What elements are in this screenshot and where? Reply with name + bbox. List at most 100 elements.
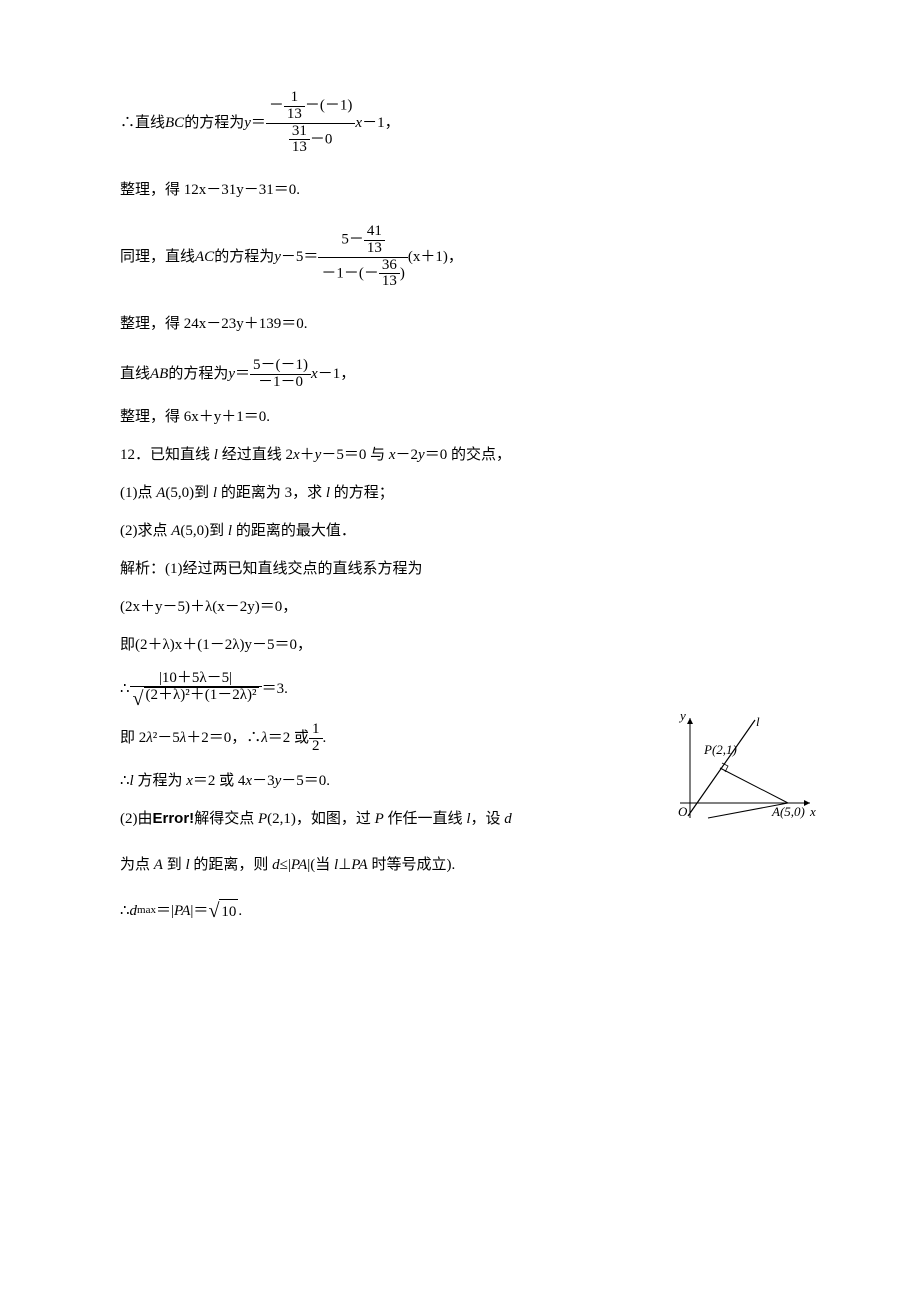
document-page: ∴直线 BC 的方程为 y＝ －113－(－1) 3113－0 x －1， 整理… (0, 0, 920, 1302)
text: ＋2＝0，∴ (186, 726, 261, 750)
point-a-label: A(5,0) (771, 804, 805, 819)
text: 即 2 (120, 726, 146, 750)
text: 整理，得 12x－31y－31＝0. (120, 182, 300, 198)
text: 5－ (341, 232, 364, 248)
text: 的方程； (330, 485, 394, 501)
var-pa: PA (291, 857, 307, 873)
var-pa: PA (174, 899, 190, 923)
text: ) (400, 265, 405, 281)
text: . (238, 899, 242, 923)
line-bc-simplified: 整理，得 12x－31y－31＝0. (120, 178, 820, 202)
text: (5,0)到 (165, 485, 213, 501)
var-d: d (272, 857, 280, 873)
text: ∴ (120, 899, 130, 923)
text: ∴ (120, 677, 130, 701)
var-y: y (244, 111, 251, 135)
text: 的距离，则 (190, 857, 273, 873)
var-x: x (311, 362, 318, 386)
text: 直线 (120, 362, 150, 386)
q12-intro: 12．已知直线 l 经过直线 2x＋y－5＝0 与 x－2y＝0 的交点， (120, 443, 820, 467)
var-x: x (355, 111, 362, 135)
subscript-max: max (137, 902, 156, 920)
text: ≤| (280, 857, 291, 873)
den: －1－0 (250, 374, 311, 391)
num: 36 (379, 258, 400, 274)
var-pa: PA (351, 857, 367, 873)
text: 的距离为 3，求 (217, 485, 326, 501)
num: 1 (309, 722, 323, 738)
text: －5＝0. (281, 773, 330, 789)
line-l-label: l (756, 714, 760, 729)
text: 同理，直线 (120, 245, 195, 269)
text: ∴直线 (120, 111, 165, 135)
var-ab: AB (150, 362, 168, 386)
num: 41 (364, 224, 385, 240)
num: |10＋5λ－5| (130, 671, 262, 687)
text: |＝ (190, 899, 208, 923)
num: 31 (289, 124, 310, 140)
error-text: Error! (153, 810, 195, 827)
var-d: d (504, 811, 512, 827)
text: 12．已知直线 (120, 447, 214, 463)
text: ＝2 或 4 (193, 773, 246, 789)
solution-quadratic: 即 2λ²－5λ＋2＝0，∴λ＝2 或 12 . (120, 722, 650, 755)
text: 的方程为 (184, 111, 244, 135)
text: 解得交点 (194, 811, 258, 827)
q12-part2: (2)求点 A(5,0)到 l 的距离的最大值． (120, 519, 820, 543)
radicand: 10 (219, 899, 238, 924)
var-bc: BC (165, 111, 184, 135)
text: 的方程为 (168, 362, 228, 386)
fraction: |10＋5λ－5| √(2＋λ)²＋(1－2λ)² (130, 671, 262, 709)
var-d: d (130, 899, 138, 923)
text: ＋ (300, 447, 315, 463)
fraction: 12 (309, 722, 323, 755)
var-p: P (258, 811, 267, 827)
text: 整理，得 6x＋y＋1＝0. (120, 409, 270, 425)
part2-line-b: 为点 A 到 l 的距离，则 d≤|PA|(当 l⊥PA 时等号成立). (120, 853, 820, 877)
den: 13 (379, 273, 400, 290)
text: (2)由 (120, 811, 153, 827)
solution-eq1: (2x＋y－5)＋λ(x－2y)＝0， (120, 595, 820, 619)
var-y: y (274, 245, 281, 269)
var-x: x (293, 447, 300, 463)
text: ＝2 或 (268, 726, 309, 750)
text: －5＝0 与 (321, 447, 389, 463)
line-ab-simplified: 整理，得 6x＋y＋1＝0. (120, 405, 820, 429)
line-ac-equation: 同理，直线 AC 的方程为 y－5＝ 5－4113 －1－(－3613) (x＋… (120, 224, 820, 290)
axis-x-label: x (809, 804, 816, 819)
text: 时等号成立). (368, 857, 456, 873)
text: 为点 (120, 857, 154, 873)
big-fraction: －113－(－1) 3113－0 (266, 90, 356, 156)
text: (2x＋y－5)＋λ(x－2y)＝0， (120, 599, 297, 615)
line-ab-equation: 直线 AB 的方程为 y＝ 5－(－1) －1－0 x －1， (120, 358, 820, 391)
num: 5－(－1) (250, 358, 311, 374)
var-y: y (418, 447, 425, 463)
text: ，设 (470, 811, 504, 827)
text: ＝| (156, 899, 174, 923)
text: －2 (396, 447, 419, 463)
text: (1)点 (120, 485, 156, 501)
line-bc-equation: ∴直线 BC 的方程为 y＝ －113－(－1) 3113－0 x －1， (120, 90, 820, 156)
text: 即(2＋λ)x＋(1－2λ)y－5＝0， (120, 637, 312, 653)
text: ＝3. (262, 677, 288, 701)
var-ac: AC (195, 245, 214, 269)
var-x: x (389, 447, 396, 463)
var-y: y (228, 362, 235, 386)
solution-label: 解析：(1)经过两已知直线交点的直线系方程为 (120, 557, 820, 581)
text: －1， (362, 111, 400, 135)
sqrt: √10 (208, 899, 238, 924)
text: 的距离的最大值． (232, 523, 356, 539)
text: 的方程为 (214, 245, 274, 269)
text: －3 (252, 773, 275, 789)
den: 13 (284, 106, 305, 123)
diagram-svg: y x l P(2,1) O A(5,0) (660, 708, 820, 838)
text: 解析：(1)经过两已知直线交点的直线系方程为 (120, 561, 423, 577)
den: 13 (364, 240, 385, 257)
var-a: A (154, 857, 163, 873)
line-ac-simplified: 整理，得 24x－23y＋139＝0. (120, 312, 820, 336)
text: . (323, 726, 327, 750)
text: 作任一直线 (384, 811, 467, 827)
solution-eq2: 即(2＋λ)x＋(1－2λ)y－5＝0， (120, 633, 820, 657)
diagram: y x l P(2,1) O A(5,0) (660, 708, 820, 843)
text: 方程为 (134, 773, 187, 789)
